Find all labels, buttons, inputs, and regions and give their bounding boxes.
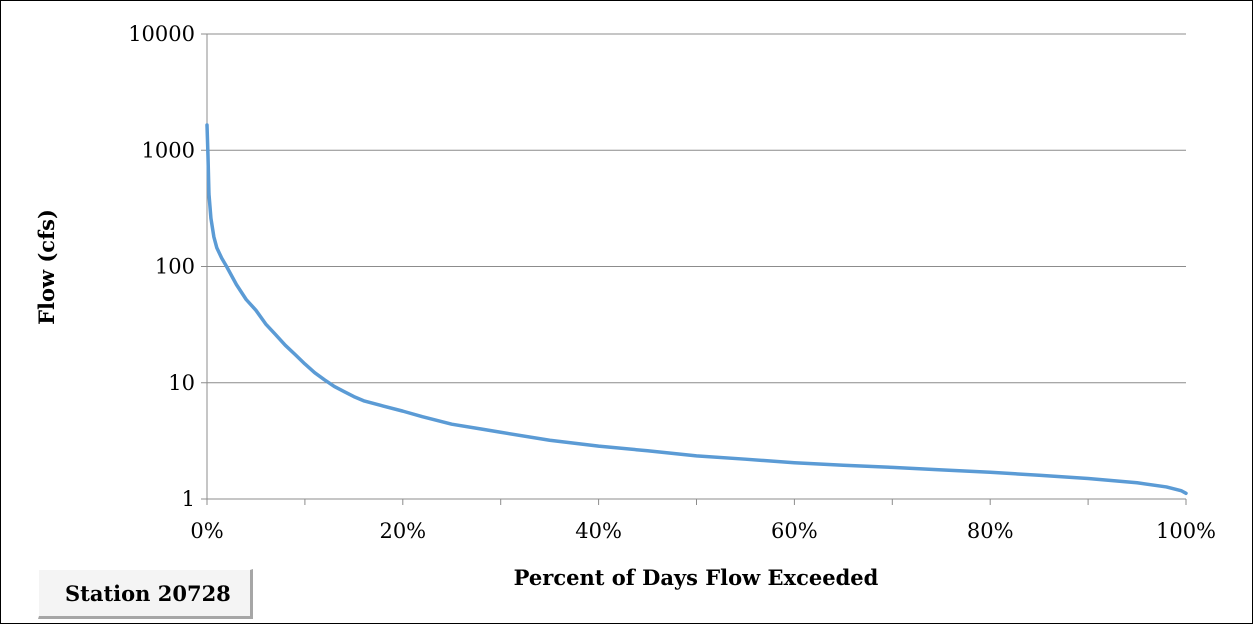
y-tick-label: 10000 <box>128 22 195 46</box>
station-label: Station 20728 <box>38 569 253 619</box>
x-tick-label: 20% <box>379 519 426 543</box>
x-tick-label: 0% <box>190 519 223 543</box>
x-axis-title: Percent of Days Flow Exceeded <box>514 565 879 590</box>
y-tick-label: 1 <box>182 487 195 511</box>
y-tick-label: 10 <box>168 371 195 395</box>
flow-duration-line <box>205 123 1188 496</box>
x-tick-label: 100% <box>1156 519 1216 543</box>
x-tick-label: 40% <box>575 519 622 543</box>
series-layer <box>205 123 1188 496</box>
x-tick-label: 80% <box>967 519 1014 543</box>
y-tick-label: 100 <box>155 255 195 279</box>
grid-layer <box>207 33 1186 384</box>
y-axis-title: Flow (cfs) <box>34 209 59 325</box>
x-tick-label: 60% <box>771 519 818 543</box>
label-layer: Percent of Days Flow Exceeded Flow (cfs)… <box>34 22 1216 590</box>
axis-layer <box>201 33 1187 505</box>
y-tick-label: 1000 <box>142 138 195 162</box>
